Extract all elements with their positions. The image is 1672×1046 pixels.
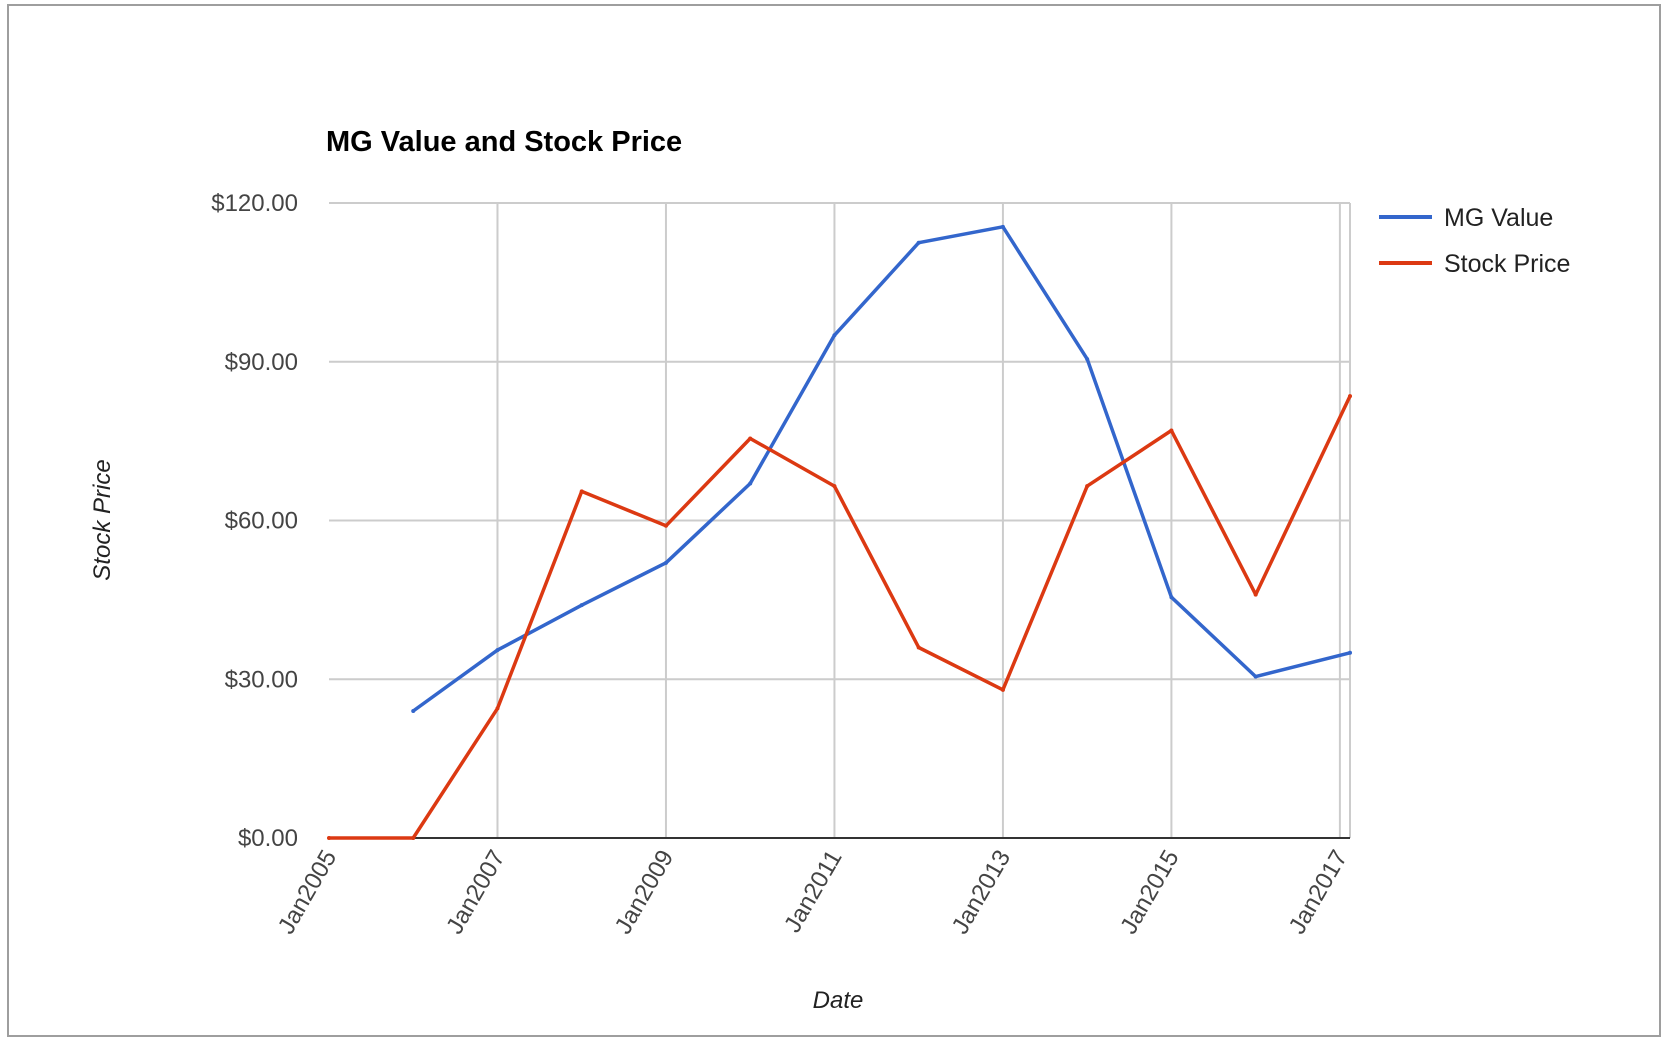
data-point [495,648,500,653]
legend-label: MG Value [1444,204,1553,232]
series-line-mg-value [411,225,1352,713]
y-tick-label: $90.00 [225,349,298,376]
y-tick-label: $120.00 [211,190,298,217]
data-point [1253,592,1258,597]
data-point [327,836,331,840]
data-point [1085,484,1090,489]
data-point [1348,650,1352,655]
data-point [411,709,416,713]
y-axis-title: Stock Price [89,459,116,580]
data-point [748,436,753,441]
data-point [1000,224,1005,229]
y-tick-label: $0.00 [238,825,298,852]
data-point [495,706,500,711]
data-point [1000,687,1005,692]
y-tick-label: $30.00 [225,666,298,693]
y-tick-label: $60.00 [225,508,298,535]
legend: MG Value Stock Price [1379,204,1570,278]
data-point [579,489,584,494]
series-lines [327,224,1352,840]
data-point [411,836,416,840]
data-point [748,481,753,486]
data-point [1169,595,1174,600]
data-point [916,645,921,650]
x-axis-title: Date [813,987,864,1014]
data-point [832,333,837,338]
data-point [916,240,921,245]
data-point [1348,394,1352,399]
data-point [1253,674,1258,679]
data-point [663,560,668,565]
chart-title: MG Value and Stock Price [326,126,682,158]
data-point [832,484,837,489]
data-point [1085,357,1090,362]
legend-label: Stock Price [1444,250,1570,278]
grid-lines [329,202,1351,838]
data-point [1169,428,1174,433]
data-point [663,523,668,528]
data-point [579,603,584,608]
